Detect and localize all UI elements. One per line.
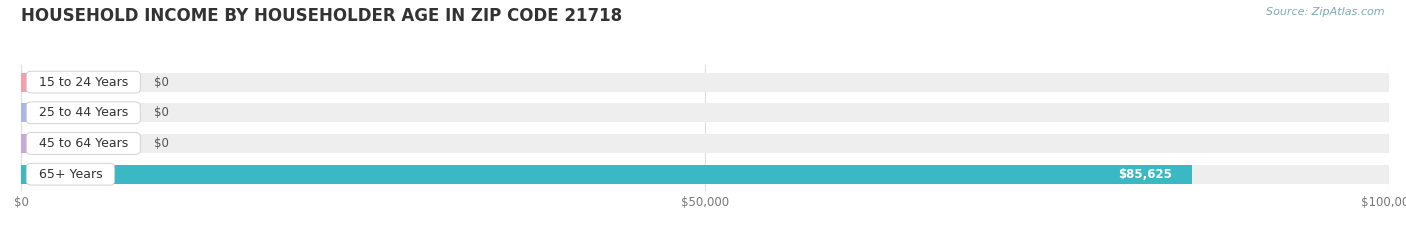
- Bar: [21, 165, 1192, 184]
- Text: 45 to 64 Years: 45 to 64 Years: [31, 137, 136, 150]
- Text: Source: ZipAtlas.com: Source: ZipAtlas.com: [1267, 7, 1385, 17]
- Text: 15 to 24 Years: 15 to 24 Years: [31, 76, 136, 89]
- Bar: [21, 134, 138, 153]
- Text: $0: $0: [153, 106, 169, 119]
- Bar: [21, 134, 1389, 153]
- Text: $0: $0: [153, 76, 169, 89]
- Bar: [21, 103, 1389, 122]
- Text: $0: $0: [153, 137, 169, 150]
- Bar: [21, 165, 1389, 184]
- Bar: [21, 73, 138, 92]
- Text: 65+ Years: 65+ Years: [31, 168, 110, 181]
- Text: 25 to 44 Years: 25 to 44 Years: [31, 106, 136, 119]
- Bar: [21, 103, 138, 122]
- Bar: [21, 73, 1389, 92]
- Text: HOUSEHOLD INCOME BY HOUSEHOLDER AGE IN ZIP CODE 21718: HOUSEHOLD INCOME BY HOUSEHOLDER AGE IN Z…: [21, 7, 623, 25]
- Text: $85,625: $85,625: [1118, 168, 1173, 181]
